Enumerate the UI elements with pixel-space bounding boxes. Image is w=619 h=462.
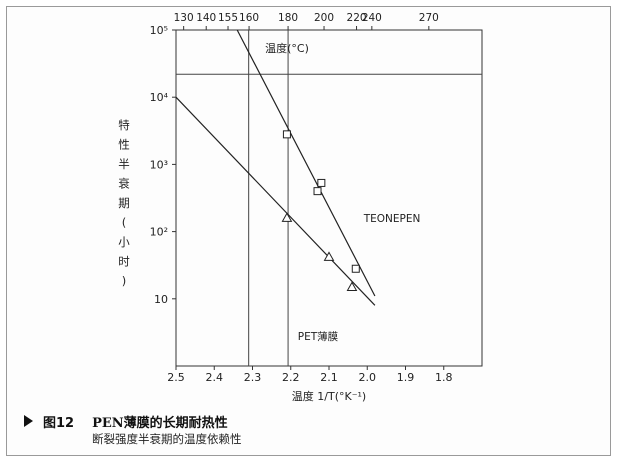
caption-arrow-icon [24, 415, 33, 427]
square-data-point [317, 178, 326, 187]
top-tick-label: 200 [314, 12, 334, 24]
y-axis-title-char: 时 [118, 255, 130, 269]
square-data-point [313, 187, 322, 196]
teonepen-series-label: TEONEPEN [363, 213, 421, 225]
y-axis-title-char: ) [122, 274, 127, 288]
top-tick-label: 160 [239, 12, 259, 24]
y-tick-label: 10 [154, 293, 168, 306]
figure-caption: 图12 PEN薄膜的长期耐热性 [24, 411, 228, 431]
triangle-data-point [323, 251, 335, 261]
x-tick-label: 2.5 [167, 371, 185, 384]
x-tick-label: 1.9 [397, 371, 415, 384]
y-axis-title-char: 半 [118, 157, 130, 171]
triangle-data-point [281, 212, 293, 222]
pet-film-series-label: PET薄膜 [298, 330, 339, 343]
y-axis-title-char: 特 [118, 118, 130, 132]
figure-title: PEN薄膜的长期耐热性 [92, 415, 228, 431]
x-axis-title: 温度 1/T(°K⁻¹) [292, 389, 366, 403]
x-tick-label: 2.1 [320, 371, 338, 384]
y-tick-label: 10² [150, 226, 168, 239]
y-axis-title-char: ( [122, 216, 127, 230]
square-series-fit-line [236, 29, 376, 297]
top-tick-label: 180 [278, 12, 298, 24]
y-axis-title-char: 小 [118, 235, 130, 249]
y-tick-label: 10³ [150, 158, 168, 171]
triangle-series-fit-line [175, 96, 376, 306]
top-tick-label: 220 [347, 12, 367, 24]
figure-number: 图12 [43, 415, 75, 431]
figure-subtitle: 断裂强度半衰期的温度依赖性 [92, 432, 242, 446]
plot-frame [175, 29, 483, 367]
top-tick-label: 270 [419, 12, 439, 24]
x-tick-label: 2.2 [282, 371, 300, 384]
y-axis-title-char: 衰 [118, 177, 130, 191]
top-tick-label: 155 [218, 12, 238, 24]
top-axis-title: 温度(°C) [265, 41, 309, 55]
x-tick-label: 2.4 [206, 371, 224, 384]
top-tick-label: 130 [174, 12, 194, 24]
y-tick-label: 10⁴ [150, 91, 169, 104]
x-tick-label: 2.3 [244, 371, 262, 384]
square-data-point [351, 264, 360, 273]
top-tick-label: 240 [362, 12, 382, 24]
triangle-data-point [346, 281, 358, 291]
top-tick-label: 140 [196, 12, 216, 24]
y-axis-title-char: 期 [118, 196, 130, 210]
square-data-point [282, 130, 291, 139]
y-axis-title-char: 性 [118, 138, 130, 152]
x-tick-label: 2.0 [359, 371, 377, 384]
figure-frame [6, 6, 611, 456]
y-tick-label: 10⁵ [150, 24, 168, 37]
x-tick-label: 1.8 [435, 371, 453, 384]
